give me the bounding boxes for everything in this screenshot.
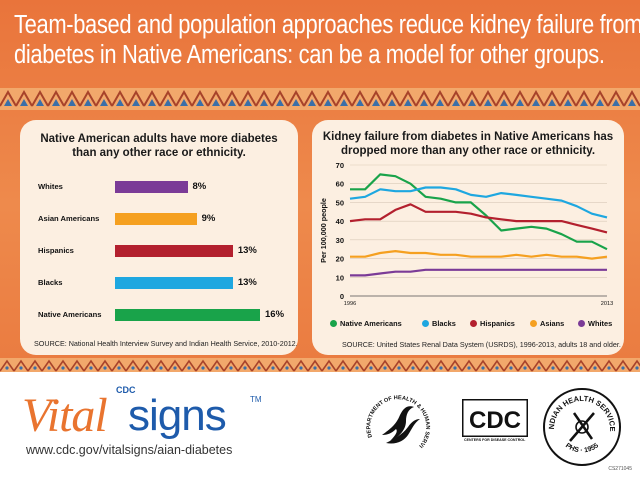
logo-cdc-mark: CDC bbox=[116, 385, 136, 395]
x-tick-label: 2013 bbox=[601, 301, 613, 307]
line-chart-title: Kidney failure from diabetes in Native A… bbox=[322, 131, 614, 157]
line-chart: 0 10 20 30 40 50 60 70 1996 2013 Per 100,000 peopl… bbox=[319, 161, 613, 307]
logo-tm: TM bbox=[250, 395, 262, 404]
legend-label: Hispanics bbox=[480, 319, 515, 328]
legend-item: Blacks bbox=[422, 319, 456, 328]
legend-label: Native Americans bbox=[340, 319, 402, 328]
legend-label: Asians bbox=[540, 319, 565, 328]
y-axis-label: Per 100,000 people bbox=[319, 198, 328, 263]
x-tick-label: 1996 bbox=[344, 301, 356, 307]
logo-signs: signs bbox=[128, 391, 227, 440]
bar-chart-title: Native American adults have more diabete… bbox=[40, 133, 278, 159]
headline-line-1: Team-based and population approaches red… bbox=[14, 11, 640, 39]
bar bbox=[115, 213, 197, 225]
bar-label: Whites bbox=[38, 182, 63, 191]
y-tick-label: 50 bbox=[336, 198, 344, 207]
legend-dot-icon bbox=[330, 320, 337, 327]
bar-label: Native Americans bbox=[38, 310, 102, 319]
line-chart-legend: Native Americans Blacks Hispanics Asians Whi… bbox=[330, 319, 630, 331]
bar-chart-source: SOURCE: National Health Interview Survey… bbox=[34, 339, 298, 348]
bar-value-label: 8% bbox=[192, 181, 207, 192]
document-code: CS271045 bbox=[608, 466, 632, 472]
cdc-tagline: CENTERS FOR DISEASE CONTROL AND PREVENTI… bbox=[464, 438, 526, 442]
bar-label: Blacks bbox=[38, 278, 63, 287]
decorative-border-top bbox=[0, 88, 640, 110]
series-line-asians bbox=[350, 250, 608, 260]
decorative-border-bottom bbox=[0, 358, 640, 374]
bar bbox=[115, 309, 260, 321]
headline: Team-based and population approaches red… bbox=[14, 10, 640, 70]
series-line-blacks bbox=[349, 186, 608, 219]
y-tick-label: 30 bbox=[336, 236, 344, 245]
bar-label: Asian Americans bbox=[38, 214, 100, 223]
legend-item: Native Americans bbox=[330, 319, 402, 328]
y-tick-label: 60 bbox=[336, 180, 344, 189]
cdc-logo: CDC CENTERS FOR DISEASE CONTROL AND PREV… bbox=[462, 399, 528, 445]
bar bbox=[115, 277, 233, 289]
bar-label: Hispanics bbox=[38, 246, 74, 255]
line-chart-source: SOURCE: United States Renal Data System … bbox=[342, 340, 621, 349]
bar-chart-card: Native American adults have more diabete… bbox=[20, 120, 298, 355]
legend-item: Hispanics bbox=[470, 319, 515, 328]
series-line-native-americans bbox=[350, 173, 608, 251]
y-tick-label: 10 bbox=[336, 273, 344, 282]
headline-line-2: diabetes in Native Americans: can be a m… bbox=[14, 41, 605, 69]
y-tick-label: 20 bbox=[336, 255, 344, 264]
ihs-seal-icon: INDIAN HEALTH SERVICE PHS · 1955 bbox=[540, 383, 621, 466]
cdc-logo-mark-icon: CDC bbox=[462, 399, 528, 437]
series-line-whites bbox=[350, 268, 607, 277]
vitalsigns-url[interactable]: www.cdc.gov/vitalsigns/aian-diabetes bbox=[26, 443, 233, 457]
series-line-hispanics bbox=[349, 203, 608, 234]
bar-value-label: 13% bbox=[237, 245, 257, 256]
legend-dot-icon bbox=[530, 320, 537, 327]
bar bbox=[115, 245, 233, 257]
line-chart-card: Kidney failure from diabetes in Native A… bbox=[312, 120, 624, 355]
legend-item: Asians bbox=[530, 319, 564, 328]
legend-item: Whites bbox=[578, 319, 612, 328]
cdc-logo-text: CDC bbox=[469, 407, 521, 434]
logo-vital: Vital bbox=[22, 389, 108, 442]
y-tick-label: 70 bbox=[336, 161, 344, 170]
y-tick-label: 0 bbox=[340, 292, 344, 301]
legend-dot-icon bbox=[470, 320, 477, 327]
legend-label: Whites bbox=[588, 319, 613, 328]
legend-label: Blacks bbox=[432, 319, 456, 328]
legend-dot-icon bbox=[578, 320, 585, 327]
bar-value-label: 16% bbox=[265, 309, 285, 320]
hhs-seal-icon: DEPARTMENT OF HEALTH & HUMAN SERVICES US… bbox=[360, 385, 430, 449]
bar bbox=[115, 181, 188, 193]
y-tick-label: 40 bbox=[336, 217, 344, 226]
bar-value-label: 13% bbox=[237, 277, 257, 288]
bar-value-label: 9% bbox=[201, 213, 216, 224]
footer bbox=[0, 372, 640, 480]
legend-dot-icon bbox=[422, 320, 429, 327]
